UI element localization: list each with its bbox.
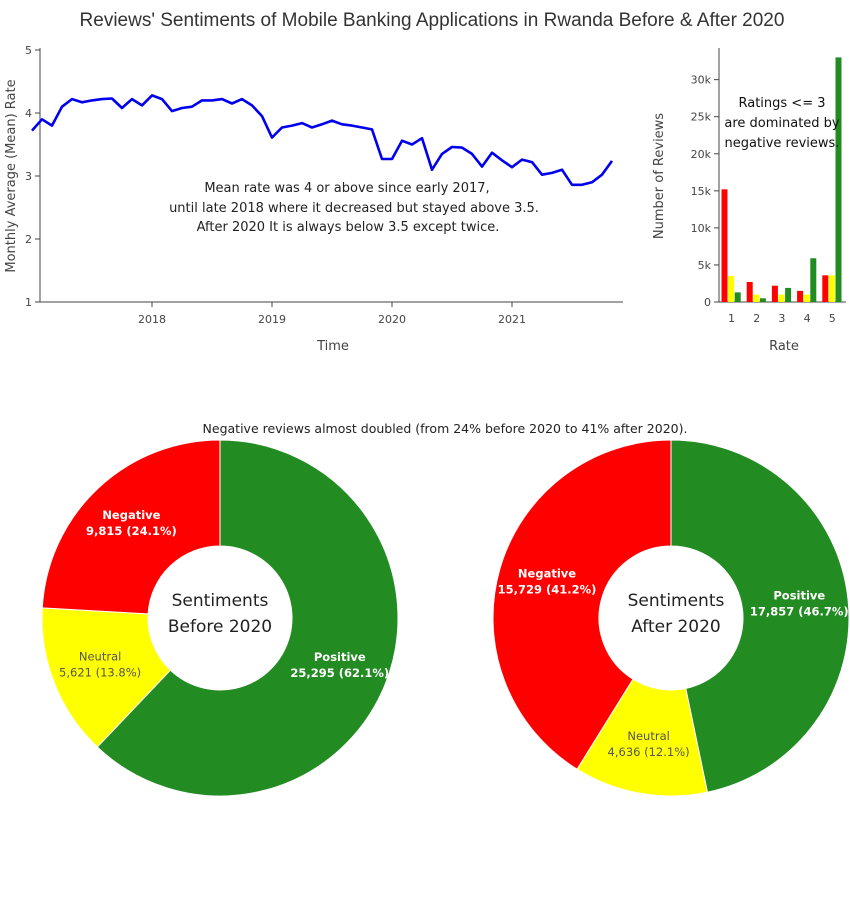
slice-negative [41,439,221,615]
bar-neutral-rate-5 [828,275,835,302]
bar-negative-rate-1 [721,189,728,302]
line-y-tick-label: 5 [25,44,32,57]
line-x-tick-label: 2021 [498,313,526,326]
line-chart-axes [39,48,623,303]
slice-neutral [41,607,172,748]
bar-chart-y-ticks: 0 5k 10k 15k 20k 25k 30k [691,74,719,309]
bar-neutral-rate-2 [753,294,760,302]
bar-y-tick-label: 10k [691,222,712,235]
line-annotation-line-1: Mean rate was 4 or above since early 201… [204,181,489,196]
line-x-tick-label: 2020 [378,313,406,326]
line-chart-y-ticks: 1 2 3 4 5 [25,44,40,309]
bar-y-tick-label: 30k [691,74,712,87]
line-x-tick-label: 2019 [258,313,286,326]
slice-positive-value: 25,295 (62.1%) [290,666,389,680]
bar-positive-rate-3 [785,287,792,302]
slice-neutral-value: 4,636 (12.1%) [608,745,690,759]
slice-neutral-name: Neutral [627,729,669,743]
bar-x-tick-label: 2 [753,312,760,325]
bar-chart-x-ticks: 1 2 3 4 5 [728,312,836,325]
donut-after-2020: Sentiments After 2020 Positive 17,857 (46… [492,439,850,797]
mean-rate-line [31,94,614,187]
bar-x-tick-label: 5 [829,312,836,325]
bar-neutral-rate-4 [803,294,810,302]
bar-chart: 0 5k 10k 15k 20k 25k 30k 1 2 3 4 5 Rate Number of … [652,48,846,354]
line-x-tick-label: 2018 [138,313,166,326]
bar-chart-axes [718,48,846,303]
line-y-tick-label: 2 [25,233,32,246]
bar-negative-rate-4 [797,290,804,302]
donut-before-center-line-1: Sentiments [172,591,269,611]
slice-positive [96,439,399,797]
slice-positive-name: Positive [314,650,366,664]
bar-neutral-rate-3 [778,294,785,302]
donut-before-2020: Sentiments Before 2020 Positive 25,295 (6… [41,439,399,797]
bar-positive-rate-4 [810,258,817,302]
figure-title: Reviews' Sentiments of Mobile Banking Ap… [80,10,785,31]
donut-after-center-line-1: Sentiments [628,591,725,611]
bar-negative-rate-2 [746,281,753,302]
slice-neutral-name: Neutral [79,650,121,664]
slice-negative-name: Negative [102,508,160,522]
slice-positive-value: 17,857 (46.7%) [750,605,849,619]
bar-annotation-line-1: Ratings <= 3 [738,96,825,111]
bar-positive-rate-5 [835,57,842,302]
slice-negative-value: 15,729 (41.2%) [498,583,597,597]
line-chart: 1 2 3 4 5 2018 2019 2020 2021 Time Monthly Aver… [4,44,623,354]
donut-subtitle: Negative reviews almost doubled (from 24… [203,421,688,436]
slice-negative-value: 9,815 (24.1%) [86,524,177,538]
bar-chart-x-label: Rate [769,339,799,354]
line-annotation-line-2: until late 2018 where it decreased but s… [169,201,539,216]
donut-after-center-line-2: After 2020 [631,617,721,637]
bar-chart-bars [721,57,842,302]
line-annotation-line-3: After 2020 It is always below 3.5 except… [197,220,500,235]
bar-y-tick-label: 20k [691,148,712,161]
line-chart-x-ticks: 2018 2019 2020 2021 [138,302,526,326]
slice-neutral-value: 5,621 (13.8%) [59,666,141,680]
bar-x-tick-label: 4 [804,312,811,325]
bar-negative-rate-3 [771,285,778,302]
bar-negative-rate-5 [822,275,829,302]
bar-y-tick-label: 15k [691,185,712,198]
bar-positive-rate-2 [759,298,766,302]
line-chart-x-label: Time [316,339,349,354]
line-y-tick-label: 3 [25,170,32,183]
line-y-tick-label: 1 [25,296,32,309]
bar-annotation-line-2: are dominated by [724,116,840,131]
bar-annotation-line-3: negative reviews. [725,136,840,151]
slice-positive [670,439,850,793]
donut-before-center-line-2: Before 2020 [168,617,272,637]
bar-y-tick-label: 0 [704,296,711,309]
bar-y-tick-label: 5k [698,259,712,272]
slice-negative [492,439,672,770]
slice-negative-name: Negative [518,567,576,581]
bar-neutral-rate-1 [728,276,735,302]
slice-positive-name: Positive [773,589,825,603]
bar-y-tick-label: 25k [691,111,712,124]
slice-neutral [576,678,709,797]
bar-chart-y-label: Number of Reviews [652,113,667,239]
bar-positive-rate-1 [734,292,741,302]
line-y-tick-label: 4 [25,107,32,120]
line-chart-y-label: Monthly Average (Mean) Rate [4,79,19,272]
bar-x-tick-label: 1 [728,312,735,325]
bar-x-tick-label: 3 [778,312,785,325]
